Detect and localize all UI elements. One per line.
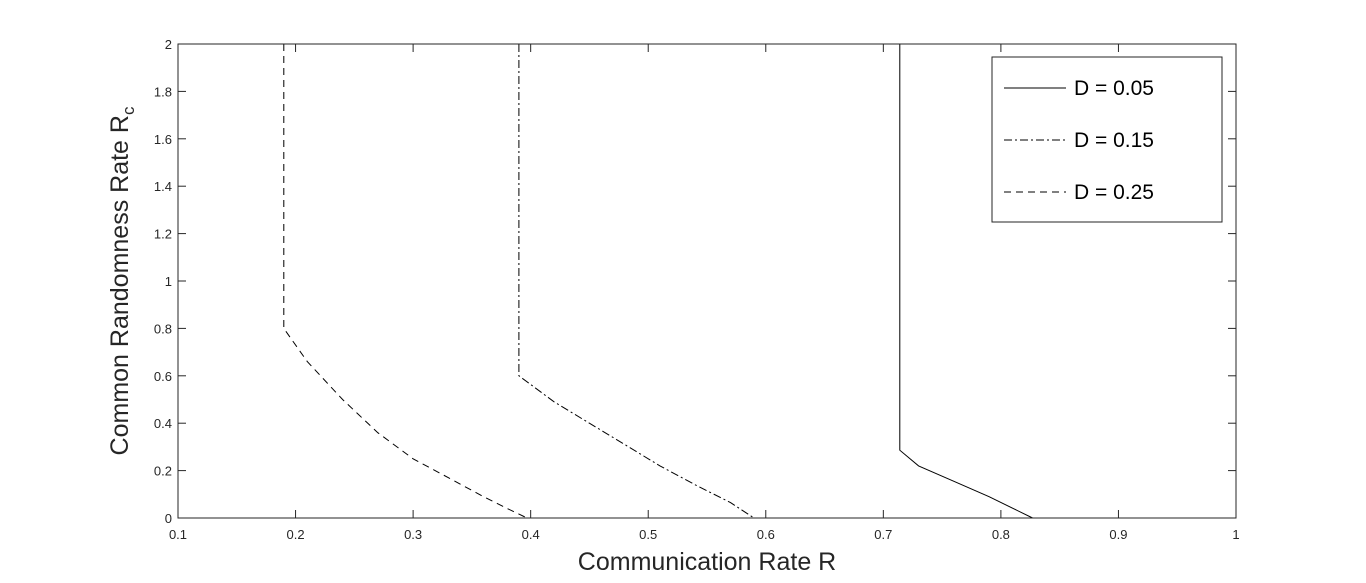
x-tick-label: 0.9 [1109,527,1127,542]
x-tick-label: 1 [1232,527,1239,542]
y-tick-label: 1.8 [154,84,172,99]
y-axis-title-main: Common Randomness Rate R [106,115,134,455]
y-tick-label: 1.4 [154,179,172,194]
y-axis-title-subscript: c [119,106,138,115]
y-tick-label: 2 [165,37,172,52]
series-line-1 [899,44,1033,519]
y-tick-label: 1.6 [154,132,172,147]
x-tick-label: 0.2 [287,527,305,542]
y-tick-label: 0.6 [154,369,172,384]
x-tick-label: 0.1 [169,527,187,542]
x-tick-label: 0.8 [992,527,1010,542]
series-line-2 [518,44,755,519]
legend-label-2: D = 0.15 [1074,129,1154,152]
plot-frame [177,43,1237,519]
x-tick-label: 0.6 [757,527,775,542]
y-axis-ticks: 0 0.2 0.4 0.6 0.8 1 1.2 1.4 1.6 1.8 2 [154,37,1236,526]
y-tick-label: 1.2 [154,227,172,242]
y-tick-label: 0.4 [154,416,172,431]
x-axis-ticks: 0.1 0.2 0.3 0.4 0.5 0.6 0.7 0.8 0.9 1 [169,44,1240,542]
legend-label-3: D = 0.25 [1074,181,1154,204]
y-tick-label: 0.2 [154,464,172,479]
legend-label-1: D = 0.05 [1074,77,1154,100]
x-tick-label: 0.4 [522,527,540,542]
y-tick-label: 1 [165,274,172,289]
legend: D = 0.05 D = 0.15 D = 0.25 [991,56,1223,223]
series-layer [283,44,1033,519]
series-line-3 [283,44,528,519]
x-tick-label: 0.7 [874,527,892,542]
y-axis-title: Common Randomness Rate Rc [106,106,138,455]
y-tick-label: 0.8 [154,321,172,336]
y-tick-label: 0 [165,511,172,526]
x-tick-label: 0.5 [639,527,657,542]
legend-box [991,56,1223,223]
x-tick-label: 0.3 [404,527,422,542]
x-axis-title: Communication Rate R [578,548,836,576]
